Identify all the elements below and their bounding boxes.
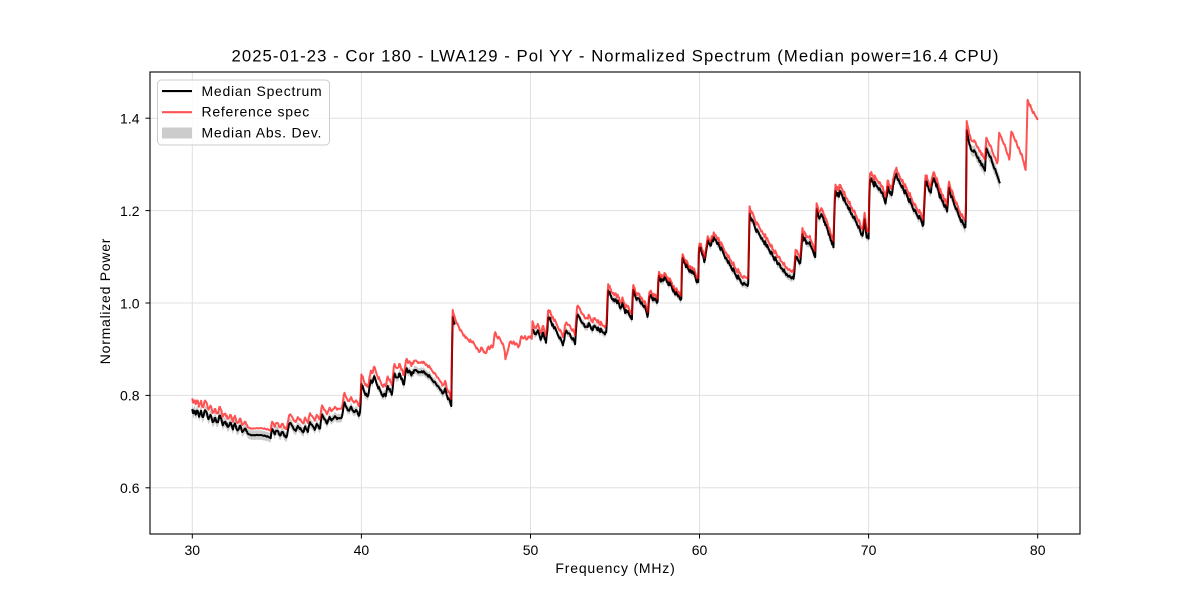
svg-text:0.8: 0.8 (120, 388, 140, 404)
svg-text:2025-01-23 - Cor 180 - LWA129: 2025-01-23 - Cor 180 - LWA129 - Pol YY -… (232, 47, 1000, 66)
svg-text:1.0: 1.0 (120, 295, 140, 311)
svg-text:80: 80 (1030, 542, 1046, 558)
svg-text:40: 40 (354, 542, 370, 558)
svg-text:1.4: 1.4 (120, 111, 140, 127)
svg-text:30: 30 (185, 542, 201, 558)
svg-text:0.6: 0.6 (120, 480, 140, 496)
svg-text:Reference spec: Reference spec (202, 103, 311, 119)
svg-text:Median Abs. Dev.: Median Abs. Dev. (202, 124, 323, 140)
svg-text:Frequency (MHz): Frequency (MHz) (555, 560, 675, 576)
svg-text:60: 60 (692, 542, 708, 558)
svg-text:Median Spectrum: Median Spectrum (202, 83, 323, 99)
svg-text:50: 50 (523, 542, 539, 558)
svg-text:1.2: 1.2 (120, 203, 140, 219)
svg-text:Normalized Power: Normalized Power (97, 238, 113, 364)
svg-text:70: 70 (861, 542, 877, 558)
